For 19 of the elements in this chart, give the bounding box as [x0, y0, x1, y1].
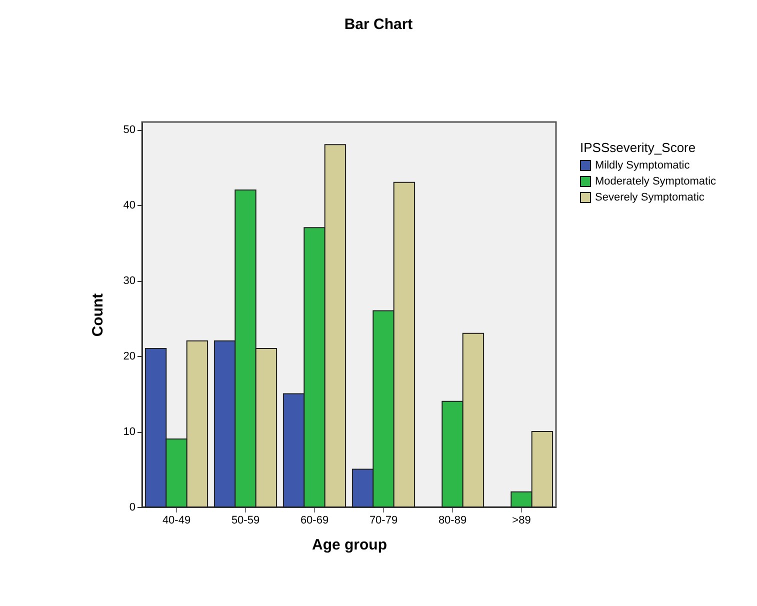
y-tick-label: 30: [123, 275, 136, 288]
legend-label: Moderately Symptomatic: [595, 176, 717, 188]
x-axis-title: Age group: [312, 536, 387, 554]
legend-label: Severely Symptomatic: [595, 192, 705, 204]
y-tick-label: 20: [123, 350, 136, 363]
y-tick-label: 10: [123, 426, 136, 438]
y-tick-label: 40: [123, 200, 136, 212]
y-tick-label: 50: [123, 124, 136, 136]
x-tick-label: 80-89: [438, 514, 467, 526]
legend-label: Mildly Symptomatic: [595, 160, 690, 172]
y-axis-title: Count: [89, 293, 106, 337]
chart-title: Bar Chart: [344, 16, 413, 33]
x-tick-label: 70-79: [369, 514, 398, 526]
y-tick-label: 0: [129, 502, 136, 514]
legend-title: IPSSseverity_Score: [580, 140, 696, 155]
x-tick-label: >89: [512, 514, 531, 526]
x-tick-label: 60-69: [300, 514, 329, 526]
x-tick-label: 50-59: [231, 514, 260, 526]
x-tick-label: 40-49: [162, 514, 191, 526]
